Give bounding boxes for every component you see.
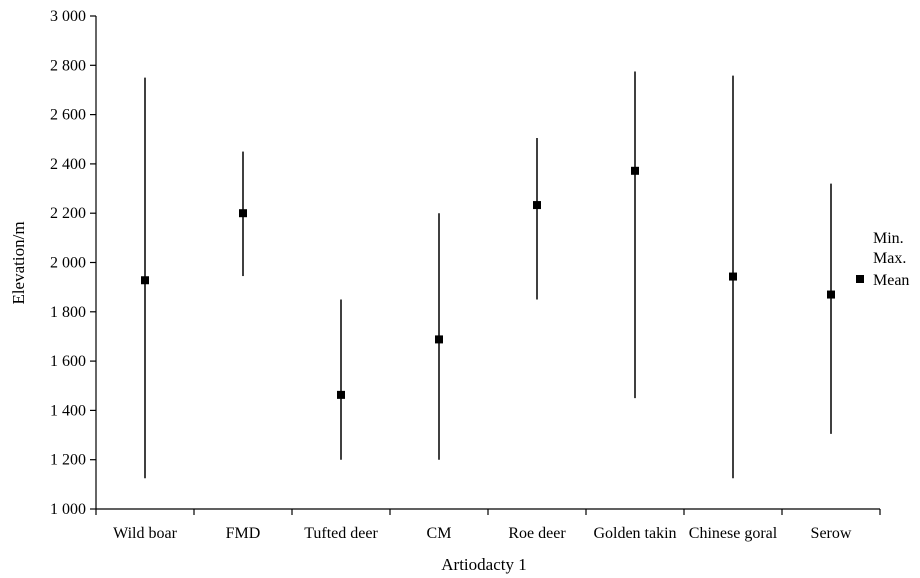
x-tick-label: FMD	[226, 525, 261, 542]
x-tick-label: Tufted deer	[304, 525, 378, 542]
x-axis-label: Artiodacty 1	[441, 555, 526, 574]
x-tick-label: Wild boar	[113, 525, 177, 542]
mean-marker	[337, 390, 345, 399]
legend-entry-min: Min.	[873, 230, 904, 247]
y-tick-label: 2 600	[50, 107, 86, 124]
legend-entry-max: Max.	[873, 250, 906, 267]
legend-entry-mean: Mean	[873, 272, 909, 289]
y-axis-ticks: 1 000 1 200 1 400 1 600 1 800 2 000 2 200 2 400…	[50, 8, 96, 518]
mean-marker	[729, 272, 737, 281]
x-tick-label: Roe deer	[508, 525, 566, 542]
y-tick-label: 2 800	[50, 57, 86, 74]
mean-marker	[435, 335, 443, 344]
y-tick-label: 1 600	[50, 353, 86, 370]
y-tick-label: 3 000	[50, 8, 86, 25]
mean-marker	[827, 290, 835, 299]
x-tick-label: Golden takin	[593, 525, 676, 542]
legend: Min. Max. Mean	[856, 230, 909, 289]
mean-marker	[631, 166, 639, 175]
mean-marker	[141, 276, 149, 285]
y-tick-label: 2 400	[50, 156, 86, 173]
y-axis-label: Elevation/m	[9, 221, 28, 304]
legend-mean-marker	[856, 275, 864, 283]
x-tick-label: CM	[427, 525, 452, 542]
data-marks	[141, 71, 835, 479]
y-tick-label: 2 200	[50, 205, 86, 222]
y-tick-label: 2 000	[50, 255, 86, 272]
axes	[95, 16, 880, 510]
y-tick-label: 1 800	[50, 304, 86, 321]
y-tick-label: 1 000	[50, 501, 86, 518]
x-axis-ticks: Wild boar FMD Tufted deer CM Roe deer Golden …	[95, 509, 881, 542]
x-tick-label: Chinese goral	[689, 525, 778, 542]
y-tick-label: 1 200	[50, 452, 86, 469]
mean-marker	[239, 209, 247, 218]
y-tick-label: 1 400	[50, 402, 86, 419]
x-tick-label: Serow	[811, 525, 852, 542]
mean-marker	[533, 201, 541, 210]
